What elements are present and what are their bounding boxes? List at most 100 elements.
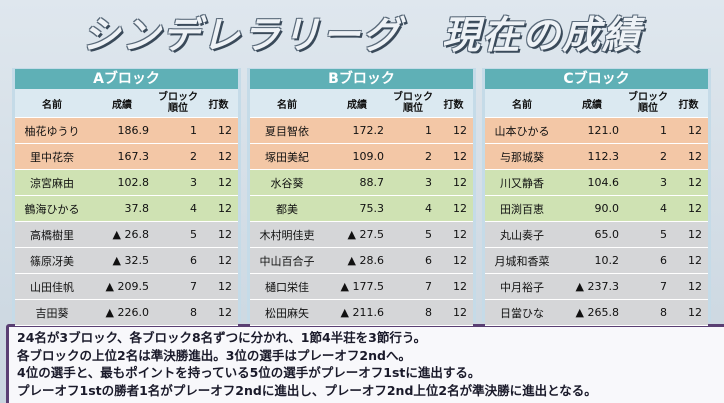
block-panel: Cブロック 名前 成績 ブロック順位 打数 山本ひかる 121.0 1 12 与那城葵 112.3 2…	[482, 68, 711, 326]
player-row: 柚花ゆうり 186.9 1 12	[15, 118, 238, 144]
player-row: 木村明佳吏 ▲ 27.5 5 12	[250, 222, 473, 248]
games: 12	[453, 202, 467, 215]
rank: 8	[425, 306, 432, 319]
player-row: 夏目智依 172.2 1 12	[250, 118, 473, 144]
games: 12	[688, 202, 702, 215]
player-name: 篠原冴美	[30, 254, 74, 268]
player-row: 篠原冴美 ▲ 32.5 6 12	[15, 248, 238, 274]
player-name: 日當ひな	[500, 306, 544, 320]
player-name: 中山百合子	[259, 254, 315, 268]
score: ▲ 226.0	[105, 306, 149, 319]
score: ▲ 177.5	[340, 280, 384, 293]
rank: 1	[190, 124, 197, 137]
score: ▲ 237.3	[575, 280, 619, 293]
player-name: 中月裕子	[500, 280, 544, 294]
score: 75.3	[359, 202, 385, 215]
score: 102.8	[117, 176, 150, 189]
games: 12	[688, 306, 702, 319]
score: ▲ 211.6	[340, 306, 384, 319]
rank: 5	[660, 228, 667, 241]
block-title: Bブロック	[250, 69, 473, 89]
title: シンデレラリーグ 現在の成績	[81, 13, 642, 57]
rank: 5	[190, 228, 197, 241]
player-name: 吉田葵	[35, 306, 69, 320]
player-name: 月城和香菜	[494, 254, 550, 268]
score: 90.0	[594, 202, 620, 215]
column-header: 成績	[582, 99, 602, 111]
player-name: 鶴海ひかる	[24, 202, 80, 216]
column-header: 打数	[208, 99, 229, 111]
score: ▲ 28.6	[347, 254, 384, 267]
player-row: 川又静香 104.6 3 12	[485, 170, 708, 196]
note-line: 各ブロックの上位2名は準決勝進出。3位の選手はプレーオフ2ndへ。	[17, 347, 411, 363]
header-row: 名前 成績 ブロック順位 打数	[250, 89, 473, 118]
player-row: 月城和香菜 10.2 6 12	[485, 248, 708, 274]
player-row: 都美 75.3 4 12	[250, 196, 473, 222]
player-row: 中山百合子 ▲ 28.6 6 12	[250, 248, 473, 274]
player-row: 日當ひな ▲ 265.8 8 12	[485, 300, 708, 326]
games: 12	[218, 150, 232, 163]
rank: 2	[425, 150, 432, 163]
column-header: 打数	[443, 99, 464, 111]
column-header: ブロック順位	[158, 92, 198, 114]
player-row: 山本ひかる 121.0 1 12	[485, 118, 708, 144]
player-name: 塚田美紀	[265, 150, 309, 164]
block-panel: Aブロック 名前 成績 ブロック順位 打数 柚花ゆうり 186.9 1 12 里中花奈 167.3 2…	[12, 68, 241, 326]
games: 12	[218, 306, 232, 319]
games: 12	[453, 228, 467, 241]
rank: 4	[190, 202, 197, 215]
block-title: Cブロック	[485, 69, 708, 89]
block-panel: Bブロック 名前 成績 ブロック順位 打数 夏目智依 172.2 1 12 塚田美紀 109.0 2 1…	[247, 68, 476, 326]
header-row: 名前 成績 ブロック順位 打数	[485, 89, 708, 118]
games: 12	[688, 176, 702, 189]
games: 12	[688, 150, 702, 163]
score: 10.2	[594, 254, 620, 267]
rank: 5	[425, 228, 432, 241]
games: 12	[218, 280, 232, 293]
player-name: 樋口栄佳	[265, 280, 309, 294]
player-name: 田渕百恵	[500, 202, 544, 216]
rank: 6	[425, 254, 432, 267]
score: 167.3	[117, 150, 150, 163]
games: 12	[218, 202, 232, 215]
games: 12	[218, 176, 232, 189]
player-name: 水谷葵	[270, 176, 304, 190]
column-header: 成績	[112, 99, 132, 111]
player-name: 丸山奏子	[500, 228, 544, 242]
games: 12	[688, 124, 702, 137]
games: 12	[688, 228, 702, 241]
rank: 7	[190, 280, 197, 293]
player-name: 夏目智依	[265, 124, 309, 138]
player-name: 松田麻矢	[265, 306, 309, 320]
score: 186.9	[117, 124, 150, 137]
rank: 6	[660, 254, 667, 267]
player-name: 高橋樹里	[30, 228, 74, 242]
rank: 3	[660, 176, 667, 189]
player-name: 里中花奈	[30, 150, 74, 164]
games: 12	[453, 306, 467, 319]
score: ▲ 27.5	[347, 228, 384, 241]
score: 172.2	[352, 124, 385, 137]
rank: 3	[425, 176, 432, 189]
player-row: 田渕百恵 90.0 4 12	[485, 196, 708, 222]
player-row: 与那城葵 112.3 2 12	[485, 144, 708, 170]
games: 12	[218, 124, 232, 137]
block-title: Aブロック	[15, 69, 238, 89]
note-line: 4位の選手と、最もポイントを持っている5位の選手がプレーオフ1stに進出する。	[17, 365, 481, 380]
player-row: 高橋樹里 ▲ 26.8 5 12	[15, 222, 238, 248]
player-row: 松田麻矢 ▲ 211.6 8 12	[250, 300, 473, 326]
player-row: 樋口栄佳 ▲ 177.5 7 12	[250, 274, 473, 300]
score: 109.0	[352, 150, 385, 163]
rank: 7	[660, 280, 667, 293]
score: ▲ 209.5	[105, 280, 149, 293]
rank: 4	[660, 202, 667, 215]
rank: 3	[190, 176, 197, 189]
rank: 1	[660, 124, 667, 137]
games: 12	[688, 280, 702, 293]
player-row: 塚田美紀 109.0 2 12	[250, 144, 473, 170]
score: 112.3	[587, 150, 620, 163]
column-header: 打数	[678, 99, 699, 111]
score: ▲ 26.8	[112, 228, 149, 241]
player-name: 山田佳帆	[30, 280, 74, 294]
header-row: 名前 成績 ブロック順位 打数	[15, 89, 238, 118]
